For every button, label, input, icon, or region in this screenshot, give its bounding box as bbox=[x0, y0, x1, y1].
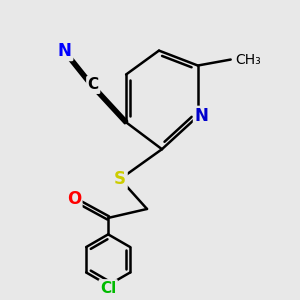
Text: S: S bbox=[114, 170, 126, 188]
Text: Cl: Cl bbox=[100, 280, 116, 296]
Text: N: N bbox=[194, 107, 208, 125]
Text: CH₃: CH₃ bbox=[235, 52, 261, 67]
Text: N: N bbox=[58, 42, 72, 60]
Text: O: O bbox=[67, 190, 81, 208]
Text: C: C bbox=[88, 77, 99, 92]
